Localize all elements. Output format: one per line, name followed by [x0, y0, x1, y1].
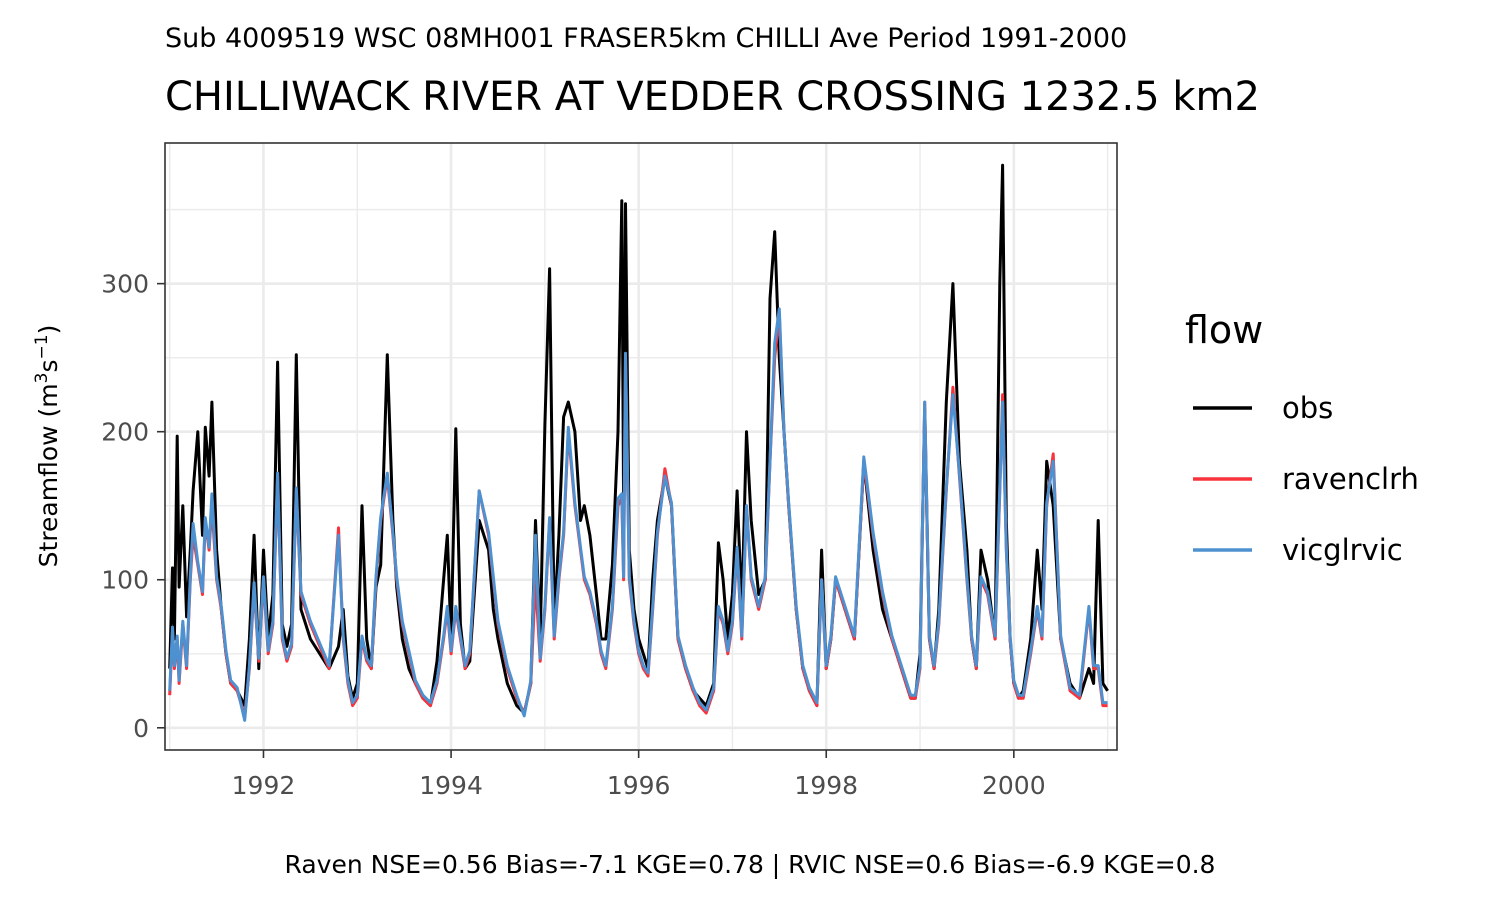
- series-layer: [168, 163, 1109, 722]
- y-axis-label-mid: s: [34, 359, 63, 372]
- legend: flow obs ravenclrh vicglrvic: [1185, 308, 1419, 567]
- y-axis-label-end: ): [34, 325, 63, 335]
- y-axis-label-sup1: 3: [32, 373, 52, 384]
- x-tick-label: 1992: [232, 771, 296, 800]
- chart-title: CHILLIWACK RIVER AT VEDDER CROSSING 1232…: [165, 74, 1260, 120]
- legend-label-vicglrvic: vicglrvic: [1282, 533, 1403, 567]
- y-tick-label: 300: [101, 270, 149, 299]
- legend-title: flow: [1185, 308, 1263, 352]
- x-tick-label: 1996: [607, 771, 671, 800]
- x-tick-label: 1998: [794, 771, 858, 800]
- series-line-obs: [168, 163, 1109, 715]
- series-line-vicglrvic: [168, 307, 1108, 722]
- chart-subtitle: Sub 4009519 WSC 08MH001 FRASER5km CHILLI…: [165, 23, 1127, 54]
- y-tick-label: 200: [101, 418, 149, 447]
- chart-caption: Raven NSE=0.56 Bias=-7.1 KGE=0.78 | RVIC…: [285, 850, 1216, 879]
- y-tick-label: 0: [133, 714, 149, 743]
- y-axis-label: Streamflow (m3s−1): [32, 325, 63, 568]
- axis-layer: 1992 1994 1996 1998 2000 0 100 200 300: [101, 270, 1045, 800]
- legend-label-ravenclrh: ravenclrh: [1282, 462, 1419, 496]
- x-tick-label: 1994: [419, 771, 483, 800]
- x-tick-label: 2000: [982, 771, 1046, 800]
- y-axis-label-sup2: −1: [32, 334, 52, 359]
- y-axis-label-main: Streamflow (m: [34, 383, 63, 567]
- panel-border: [164, 142, 1118, 751]
- legend-label-obs: obs: [1282, 391, 1333, 425]
- y-tick-label: 100: [101, 566, 149, 595]
